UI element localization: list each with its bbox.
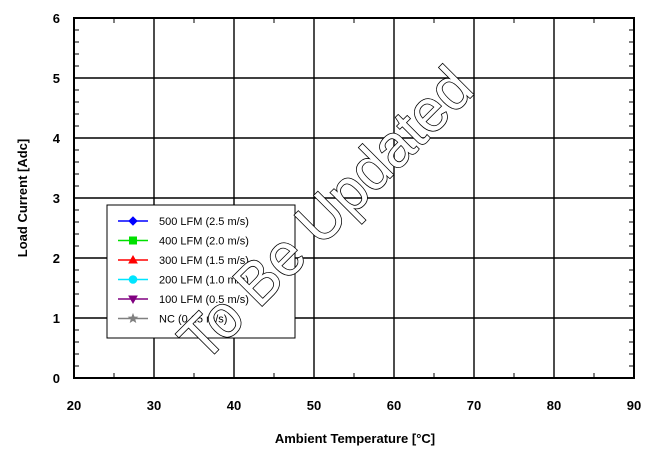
legend-marker-triangle-down bbox=[128, 295, 138, 305]
legend-marker-triangle bbox=[128, 254, 138, 264]
x-axis-title: Ambient Temperature [°C] bbox=[275, 431, 435, 446]
x-tick-label: 40 bbox=[227, 398, 241, 413]
x-tick-labels: 20 30 40 50 60 70 80 90 bbox=[67, 398, 641, 413]
y-tick-label: 0 bbox=[53, 371, 60, 386]
legend-marker-star bbox=[127, 312, 139, 324]
x-tick-label: 60 bbox=[387, 398, 401, 413]
legend-entries: 500 LFM (2.5 m/s) 400 LFM (2.0 m/s) 300 LF… bbox=[118, 216, 249, 326]
y-tick-label: 5 bbox=[53, 71, 60, 86]
legend-label: 100 LFM (0.5 m/s) bbox=[159, 294, 249, 306]
legend-label: NC (0.15 m/s) bbox=[159, 314, 227, 326]
y-axis-title: Load Current [Adc] bbox=[15, 139, 30, 257]
x-tick-label: 80 bbox=[547, 398, 561, 413]
legend: 500 LFM (2.5 m/s) 400 LFM (2.0 m/s) 300 LF… bbox=[106, 204, 296, 339]
x-tick-label: 90 bbox=[627, 398, 641, 413]
y-tick-label: 3 bbox=[53, 191, 60, 206]
y-tick-label: 6 bbox=[53, 11, 60, 26]
legend-label: 300 LFM (1.5 m/s) bbox=[159, 255, 249, 267]
legend-label: 200 LFM (1.0 m/s) bbox=[159, 275, 249, 287]
legend-box bbox=[106, 204, 296, 339]
legend-marker-diamond bbox=[128, 216, 138, 226]
y-tick-label: 4 bbox=[53, 131, 61, 146]
legend-marker-circle bbox=[128, 275, 138, 284]
x-tick-label: 20 bbox=[67, 398, 81, 413]
plot-frame bbox=[73, 17, 635, 379]
legend-label: 500 LFM (2.5 m/s) bbox=[159, 216, 249, 228]
legend-marker-square bbox=[129, 236, 137, 245]
y-tick-label: 1 bbox=[53, 311, 60, 326]
x-tick-label: 70 bbox=[467, 398, 481, 413]
y-tick-labels: 0 1 2 3 4 5 6 bbox=[53, 11, 61, 386]
legend-label: 400 LFM (2.0 m/s) bbox=[159, 236, 249, 248]
x-tick-label: 50 bbox=[307, 398, 321, 413]
y-tick-label: 2 bbox=[53, 251, 60, 266]
x-tick-label: 30 bbox=[147, 398, 161, 413]
